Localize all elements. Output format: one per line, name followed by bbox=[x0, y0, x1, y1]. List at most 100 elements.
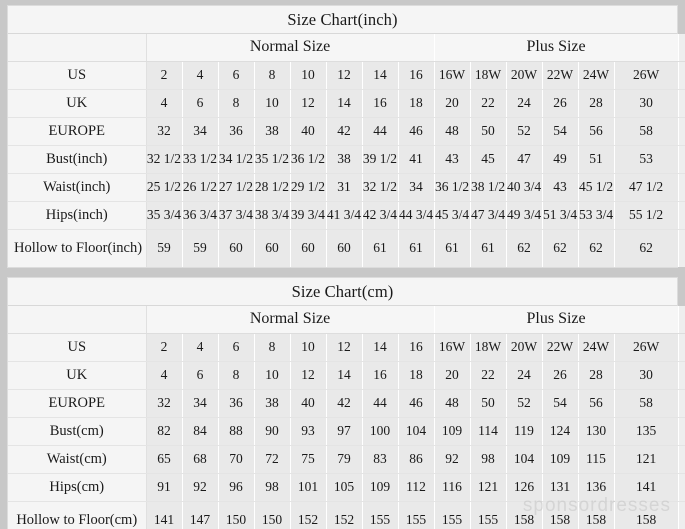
size-cell: 22W bbox=[542, 61, 579, 90]
size-cell: 40 bbox=[290, 389, 327, 418]
table-row: Hips(inch) 35 3/4 36 3/4 37 3/4 38 3/4 39 3/4… bbox=[8, 201, 685, 230]
size-cell: 45 bbox=[470, 145, 507, 174]
size-cell: 61 bbox=[398, 229, 435, 267]
size-cell: 121 bbox=[470, 473, 507, 502]
row-label: UK bbox=[8, 361, 147, 390]
size-cell: 44 bbox=[362, 389, 399, 418]
size-cell: 141 bbox=[146, 501, 183, 529]
group-header-corner bbox=[8, 34, 147, 62]
size-cell: 10 bbox=[290, 61, 327, 90]
size-cell: 28 bbox=[578, 89, 615, 118]
size-cell: 6 bbox=[218, 333, 255, 362]
size-cell: 58 bbox=[614, 117, 679, 146]
size-cell: 141 bbox=[614, 473, 679, 502]
row-filler bbox=[678, 229, 685, 267]
size-cell: 46 bbox=[398, 389, 435, 418]
size-cell: 152 bbox=[326, 501, 363, 529]
group-header-plus-size: Plus Size bbox=[434, 34, 679, 62]
size-cell: 39 1/2 bbox=[362, 145, 399, 174]
row-filler bbox=[678, 173, 685, 202]
size-cell: 24W bbox=[578, 61, 615, 90]
size-cell: 109 bbox=[542, 445, 579, 474]
size-cell: 46 bbox=[398, 117, 435, 146]
size-cell: 62 bbox=[578, 229, 615, 267]
table-row: Waist(inch) 25 1/2 26 1/2 27 1/2 28 1/2 29 1/… bbox=[8, 173, 685, 202]
size-cell: 114 bbox=[470, 417, 507, 446]
row-label: US bbox=[8, 333, 147, 362]
size-cell: 62 bbox=[506, 229, 543, 267]
row-filler bbox=[678, 201, 685, 230]
size-cell: 54 bbox=[542, 117, 579, 146]
size-cell: 35 1/2 bbox=[254, 145, 291, 174]
size-cell: 51 3/4 bbox=[542, 201, 579, 230]
size-cell: 18 bbox=[398, 361, 435, 390]
size-cell: 112 bbox=[398, 473, 435, 502]
size-cell: 75 bbox=[290, 445, 327, 474]
size-cell: 60 bbox=[254, 229, 291, 267]
size-cell: 104 bbox=[506, 445, 543, 474]
size-cell: 158 bbox=[578, 501, 615, 529]
size-cell: 101 bbox=[290, 473, 327, 502]
size-cell: 14 bbox=[326, 361, 363, 390]
row-filler bbox=[678, 361, 685, 390]
group-header-filler bbox=[678, 34, 685, 62]
row-filler bbox=[678, 333, 685, 362]
size-cell: 98 bbox=[470, 445, 507, 474]
size-cell: 30 bbox=[614, 89, 679, 118]
size-cell: 56 bbox=[578, 389, 615, 418]
size-cell: 10 bbox=[290, 333, 327, 362]
size-cell: 48 bbox=[434, 117, 471, 146]
size-cell: 98 bbox=[254, 473, 291, 502]
size-chart-inch: Size Chart(inch) Normal Size Plus Size US 2 4… bbox=[7, 5, 685, 268]
size-cell: 28 bbox=[578, 361, 615, 390]
size-cell: 34 1/2 bbox=[218, 145, 255, 174]
size-cell: 72 bbox=[254, 445, 291, 474]
size-cell: 109 bbox=[362, 473, 399, 502]
size-cell: 53 3/4 bbox=[578, 201, 615, 230]
row-label: Bust(inch) bbox=[8, 145, 147, 174]
size-cell: 47 1/2 bbox=[614, 173, 679, 202]
size-cell: 60 bbox=[218, 229, 255, 267]
size-cell: 53 bbox=[614, 145, 679, 174]
size-cell: 24 bbox=[506, 361, 543, 390]
size-cell: 41 3/4 bbox=[326, 201, 363, 230]
size-cell: 45 1/2 bbox=[578, 173, 615, 202]
row-filler bbox=[678, 145, 685, 174]
size-chart-cm: Size Chart(cm) Normal Size Plus Size US 2 4 6 8… bbox=[7, 277, 685, 529]
size-cell: 52 bbox=[506, 389, 543, 418]
size-cell: 10 bbox=[254, 361, 291, 390]
table-row: Waist(cm) 65 68 70 72 75 79 83 86 92 98 104 109 115 12… bbox=[8, 445, 685, 474]
size-cell: 56 bbox=[578, 117, 615, 146]
size-cell: 14 bbox=[362, 61, 399, 90]
size-cell: 147 bbox=[182, 501, 219, 529]
size-cell: 40 bbox=[290, 117, 327, 146]
size-cell: 10 bbox=[254, 89, 291, 118]
size-cell: 16 bbox=[362, 361, 399, 390]
size-cell: 86 bbox=[398, 445, 435, 474]
size-cell: 8 bbox=[218, 361, 255, 390]
size-cell: 18W bbox=[470, 333, 507, 362]
size-cell: 35 3/4 bbox=[146, 201, 183, 230]
size-cell: 97 bbox=[326, 417, 363, 446]
size-cell: 36 1/2 bbox=[290, 145, 327, 174]
size-cell: 96 bbox=[218, 473, 255, 502]
size-cell: 4 bbox=[146, 361, 183, 390]
group-header-plus-size: Plus Size bbox=[434, 306, 679, 334]
size-cell: 44 3/4 bbox=[398, 201, 435, 230]
size-cell: 32 1/2 bbox=[362, 173, 399, 202]
chart-title: Size Chart(inch) bbox=[8, 6, 677, 34]
size-cell: 29 1/2 bbox=[290, 173, 327, 202]
size-cell: 12 bbox=[326, 333, 363, 362]
row-label: Waist(inch) bbox=[8, 173, 147, 202]
size-cell: 42 bbox=[326, 389, 363, 418]
group-header-corner bbox=[8, 306, 147, 334]
size-cell: 20 bbox=[434, 361, 471, 390]
table-row: Hollow to Floor(inch) 59 59 60 60 60 60 61 61 61 6… bbox=[8, 229, 685, 267]
size-cell: 36 bbox=[218, 389, 255, 418]
size-cell: 40 3/4 bbox=[506, 173, 543, 202]
size-cell: 22W bbox=[542, 333, 579, 362]
size-cell: 131 bbox=[542, 473, 579, 502]
group-header-row: Normal Size Plus Size bbox=[8, 306, 685, 334]
size-cell: 8 bbox=[218, 89, 255, 118]
